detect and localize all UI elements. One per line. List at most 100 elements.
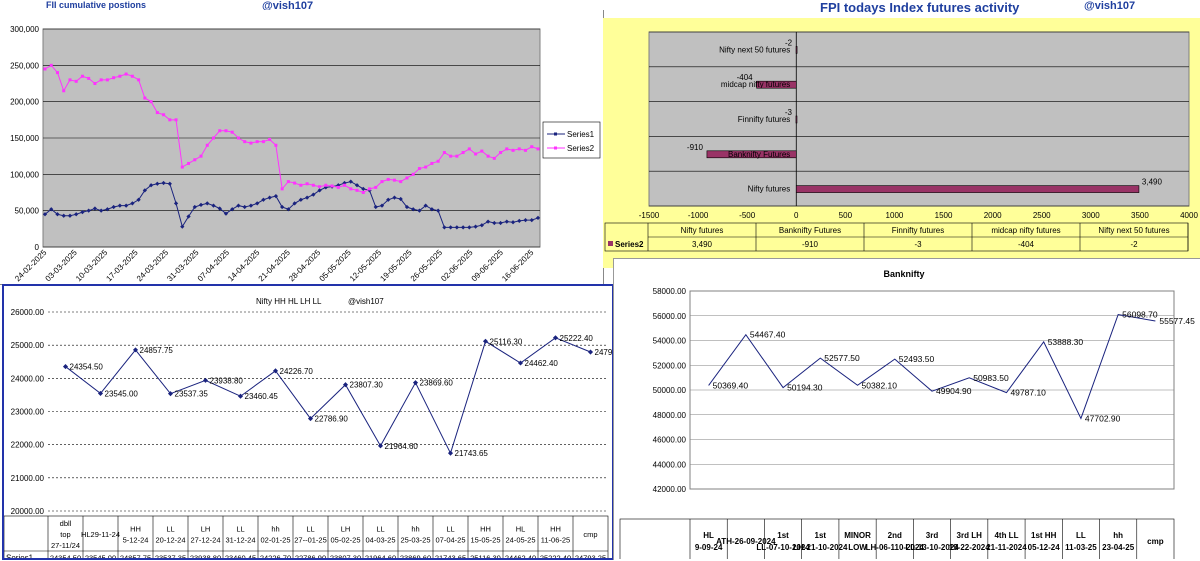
series1-point — [348, 179, 353, 184]
series1-point — [373, 204, 378, 210]
value-label: 3,490 — [1142, 178, 1163, 187]
series2-point — [193, 158, 197, 162]
category-label: LL 07-04-25 — [435, 525, 465, 545]
series1-point — [311, 192, 316, 197]
data-table-value: -3 — [914, 240, 922, 249]
data-table-border — [3, 515, 609, 561]
value-label: 54467.40 — [750, 330, 786, 340]
value-label: 23537.35 — [175, 390, 209, 399]
data-table-value: 24793.25 — [575, 554, 606, 559]
y-tick-label: 300,000 — [10, 25, 39, 34]
series1-point — [161, 180, 166, 186]
category-label: cmp — [583, 530, 597, 539]
series-point — [377, 443, 384, 449]
series1-point — [429, 207, 435, 212]
series1-point — [92, 206, 98, 211]
category-label: HH 11-06-25 — [541, 525, 570, 545]
value-label: 21964.60 — [385, 442, 419, 451]
series1-point — [130, 201, 135, 206]
series2-point — [467, 147, 471, 151]
series2-point — [380, 180, 384, 184]
value-label: 24226.70 — [280, 367, 314, 376]
data-table-value: 21743.65 — [435, 554, 466, 559]
bar — [795, 115, 798, 124]
series2-point — [99, 78, 103, 82]
bar — [706, 150, 797, 159]
series2-point — [286, 180, 290, 184]
series1-point — [473, 224, 478, 229]
series2-point — [112, 76, 116, 80]
series2-point — [511, 148, 515, 152]
series1-point — [111, 204, 116, 210]
series2-point — [293, 181, 297, 185]
series1-point — [230, 207, 235, 212]
series2-point — [87, 76, 91, 80]
series2-point — [455, 154, 459, 158]
series1-point — [198, 202, 204, 207]
series1-point — [529, 217, 534, 223]
series1-point — [192, 204, 197, 210]
series2-point — [218, 129, 222, 133]
y-tick-label: 58000.00 — [653, 287, 687, 296]
series2-point — [405, 176, 409, 180]
series1-point — [49, 207, 54, 212]
value-label: 21743.65 — [455, 449, 489, 458]
series1-point — [67, 213, 73, 218]
handle-left: @vish107 — [262, 0, 314, 12]
fpi-title: FPI todays Index futures activity — [820, 0, 1020, 15]
category-label: LH 27-12-24 — [190, 525, 220, 545]
series2-point — [105, 78, 109, 82]
y-tick-label: 50,000 — [15, 207, 40, 216]
legend-box — [542, 121, 601, 159]
series2-point — [424, 165, 428, 169]
y-tick-label: 0 — [35, 243, 40, 252]
x-tick-label: 16-06-2025 — [500, 248, 536, 284]
series1-point — [423, 203, 428, 208]
series1-point — [454, 225, 459, 230]
series2-point — [149, 100, 153, 104]
series2-point — [324, 183, 328, 187]
series1-point — [504, 219, 509, 224]
series1-point — [361, 186, 366, 191]
series1-point — [74, 212, 79, 217]
series1-point — [523, 217, 528, 223]
value-label: 23938.80 — [210, 376, 244, 385]
category-label: 4th LL 21-11-2024 — [986, 531, 1027, 552]
y-tick-label: 56000.00 — [653, 312, 687, 321]
series2-point — [55, 71, 59, 75]
series2-point — [486, 154, 490, 158]
data-table-value: -404 — [1018, 240, 1035, 249]
series2-point — [499, 151, 503, 155]
series2-point — [355, 188, 359, 192]
series2-point — [442, 151, 446, 155]
series2-point — [305, 182, 309, 186]
series1-point — [148, 183, 154, 188]
series2-point — [343, 183, 347, 187]
series1-point — [535, 215, 541, 221]
category-label: hh 25-03-25 — [400, 525, 430, 545]
y-tick-label: 23000.00 — [11, 408, 45, 417]
series2-point — [330, 184, 334, 188]
data-table-header: Nifty next 50 futures — [1098, 226, 1169, 235]
value-label: 24354.50 — [70, 363, 104, 372]
category-label: hh 02-01-25 — [260, 525, 290, 545]
category-label: 1st HH 05-12-24 — [1028, 531, 1061, 552]
value-label: 52493.50 — [899, 354, 935, 364]
fii-chart-panel: 0 50,000 100,000 150,000 200,000 250,000 300,0… — [0, 10, 604, 285]
y-tick-label: 48000.00 — [653, 411, 687, 420]
nifty-chart-panel[interactable]: Nifty HH HL LH LL @vish107 20000.00 21000.0… — [2, 284, 628, 561]
series1-point — [485, 219, 491, 224]
series1-point — [436, 208, 441, 213]
data-table-value: 23938.80 — [190, 554, 221, 559]
series2-point — [211, 136, 215, 140]
series2-point — [243, 140, 247, 144]
chart-title: Banknifty — [883, 269, 924, 279]
series2-point — [417, 167, 421, 171]
value-label: 50983.50 — [973, 373, 1009, 383]
series2-point — [137, 78, 141, 82]
series1-point — [510, 220, 516, 225]
series2-point — [249, 141, 253, 145]
series2-point — [349, 187, 353, 191]
data-table-header: Banknifty Futures — [779, 226, 841, 235]
series2-point — [168, 118, 172, 122]
